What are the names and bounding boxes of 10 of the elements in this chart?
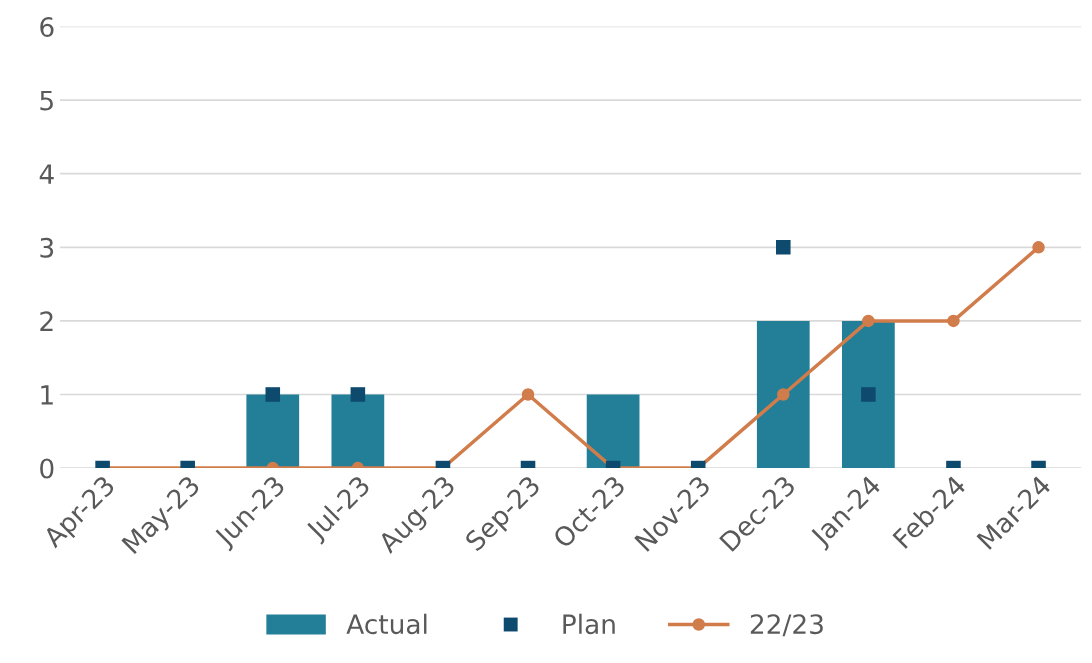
y-tick-label: 0 — [40, 458, 54, 479]
y-tick-label: 2 — [40, 311, 53, 331]
y-tick-label: 1 — [41, 385, 53, 405]
y-tick-label: 5 — [40, 90, 53, 111]
legend-label: Actual — [346, 613, 427, 635]
y-tick-label: 4 — [39, 164, 54, 184]
legend-label: 22/23 — [750, 614, 823, 637]
y-tick-label: 3 — [40, 237, 54, 258]
legend-label: Plan — [563, 613, 615, 635]
y-tick-label: 6 — [40, 16, 54, 37]
